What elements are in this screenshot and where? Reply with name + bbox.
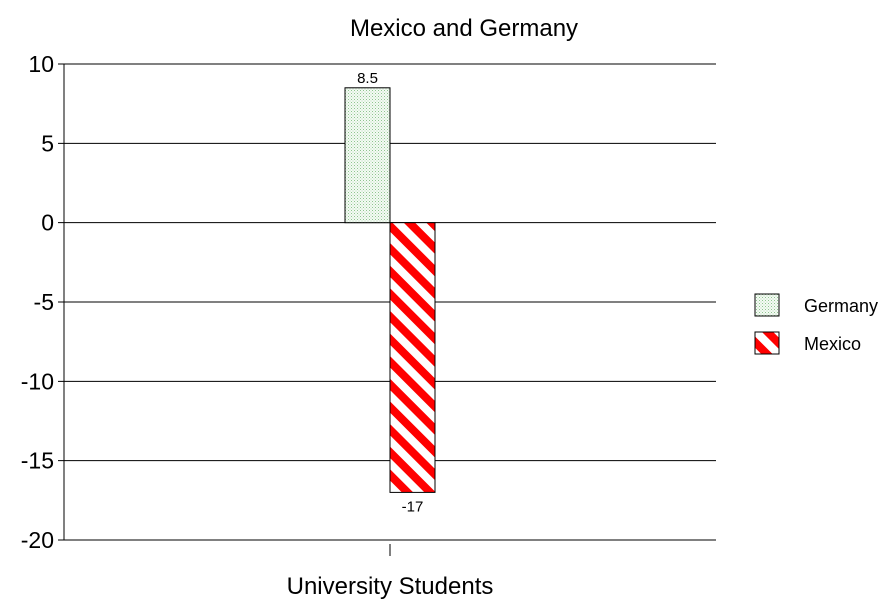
legend-swatch-germany [754, 293, 780, 317]
data-label: -17 [402, 498, 424, 515]
legend: Germany Mexico [754, 293, 878, 355]
legend-label: Mexico [804, 334, 861, 354]
y-tick-label: -20 [21, 527, 54, 553]
chart-title: Mexico and Germany [350, 15, 578, 42]
y-tick-label: 0 [41, 210, 54, 236]
y-axis-ticks: 10 5 0 -5 -10 -15 -20 [21, 51, 54, 553]
y-tick-label: -10 [21, 368, 54, 394]
bar-germany [344, 87, 391, 224]
x-axis-categories: University Students [287, 544, 494, 600]
y-tick-label: 5 [41, 130, 54, 156]
x-category-label: University Students [287, 573, 494, 600]
legend-swatch-mexico [754, 331, 780, 355]
data-label: 8.5 [357, 70, 378, 87]
bar-mexico [389, 222, 436, 493]
y-tick-label: 10 [28, 51, 54, 77]
bars: 8.5 -17 [344, 70, 436, 515]
legend-label: Germany [804, 296, 878, 316]
y-tick-label: -5 [34, 289, 54, 315]
y-tick-label: -15 [21, 448, 54, 474]
